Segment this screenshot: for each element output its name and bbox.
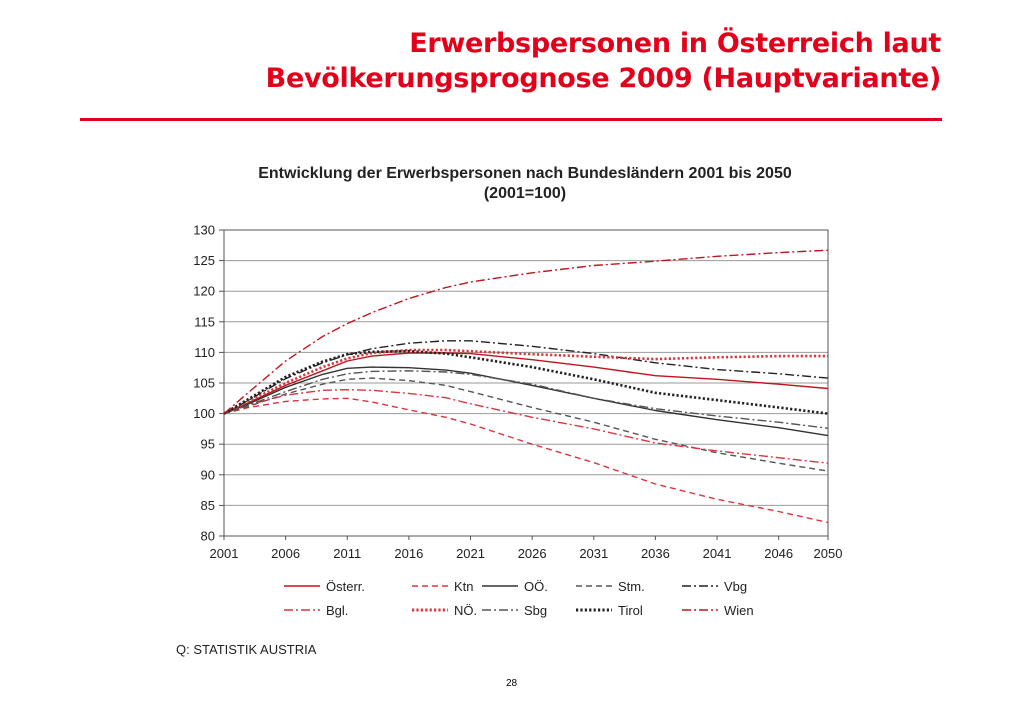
x-tick-label: 2016 xyxy=(394,546,423,561)
series-line-tirol xyxy=(223,349,829,415)
chart-container: Entwicklung der Erwerbspersonen nach Bun… xyxy=(160,158,860,628)
series-line-wien xyxy=(223,249,829,415)
legend-label: NÖ. xyxy=(454,603,477,618)
y-tick-label: 130 xyxy=(193,223,215,238)
slide-title-line-2: Bevölkerungsprognose 2009 (Hauptvariante… xyxy=(265,63,942,94)
y-tick-label: 120 xyxy=(193,284,215,299)
x-tick-label: 2006 xyxy=(271,546,300,561)
x-tick-label: 2046 xyxy=(764,546,793,561)
series-line-bgl xyxy=(223,388,829,464)
x-tick-label: 2050 xyxy=(814,546,843,561)
chart-title-main: Entwicklung der Erwerbspersonen nach Bun… xyxy=(258,165,792,182)
series-line-österr xyxy=(223,352,829,415)
y-tick-label: 100 xyxy=(193,406,215,421)
chart-title: Entwicklung der Erwerbspersonen nach Bun… xyxy=(160,164,890,204)
legend-label: OÖ. xyxy=(524,579,548,594)
title-divider xyxy=(80,118,942,121)
legend-label: Österr. xyxy=(326,579,365,594)
y-tick-label: 105 xyxy=(193,376,215,391)
legend-label: Tirol xyxy=(618,603,643,618)
x-tick-label: 2041 xyxy=(703,546,732,561)
x-tick-label: 2031 xyxy=(579,546,608,561)
x-tick-label: 2021 xyxy=(456,546,485,561)
series-line-nö xyxy=(223,348,828,415)
x-tick-label: 2026 xyxy=(518,546,547,561)
source-note: Q: STATISTIK AUSTRIA xyxy=(176,642,317,657)
legend-label: Sbg xyxy=(524,603,547,618)
y-tick-label: 95 xyxy=(201,437,215,452)
legend-label: Ktn xyxy=(454,579,474,594)
series-line-vbg xyxy=(223,340,829,415)
series-line-sbg xyxy=(223,370,829,429)
x-tick-label: 2011 xyxy=(333,546,361,561)
page-number: 28 xyxy=(505,678,518,689)
series-line-oö xyxy=(223,366,829,437)
y-tick-label: 85 xyxy=(201,498,215,513)
legend-label: Bgl. xyxy=(326,603,348,618)
y-tick-label: 110 xyxy=(194,345,215,360)
slide-title: Erwerbspersonen in Österreich laut Bevöl… xyxy=(181,26,942,96)
series-line-ktn xyxy=(223,397,829,524)
legend-label: Wien xyxy=(724,603,754,618)
plot-frame xyxy=(223,229,829,537)
slide-title-line-1: Erwerbspersonen in Österreich laut xyxy=(409,28,941,59)
legend-label: Vbg xyxy=(724,579,747,594)
y-tick-label: 90 xyxy=(201,467,215,482)
legend-label: Stm. xyxy=(618,579,645,594)
line-chart: 80 85 90 95 100 105 110 115 120 125 130 2001 2006 201… xyxy=(193,223,843,619)
y-tick-label: 125 xyxy=(193,253,215,268)
x-tick-label: 2036 xyxy=(641,546,670,561)
y-tick-label: 115 xyxy=(194,314,215,329)
chart-subtitle: (2001=100) xyxy=(483,185,567,202)
x-tick-label: 2001 xyxy=(210,546,239,561)
y-tick-label: 80 xyxy=(201,529,215,544)
